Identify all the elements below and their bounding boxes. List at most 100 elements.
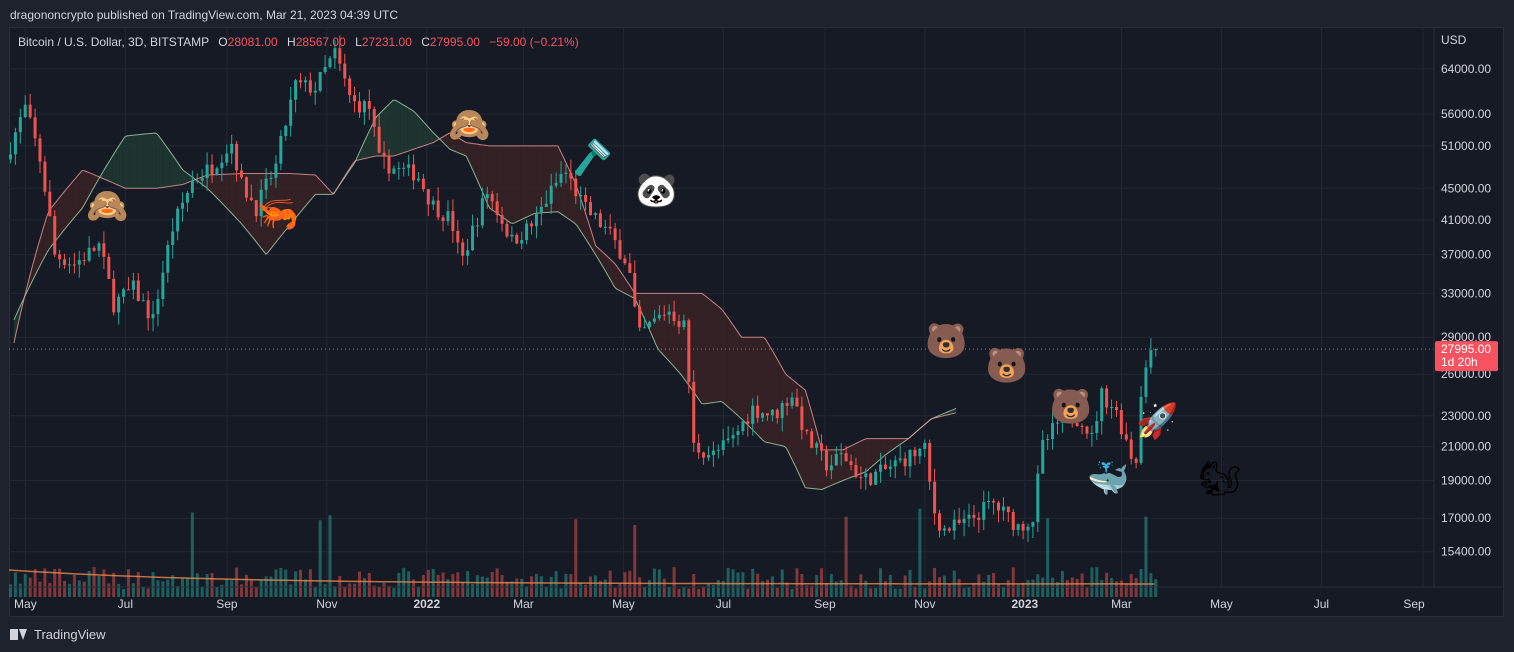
- tradingview-logo-icon: [10, 629, 28, 640]
- candle-body: [1046, 438, 1050, 441]
- candle-body: [67, 264, 71, 266]
- candle-body: [996, 502, 1000, 511]
- low-key: L: [355, 35, 362, 49]
- candle-body: [962, 518, 966, 524]
- candle-body: [908, 449, 912, 467]
- cloud-segment: [494, 145, 497, 214]
- cloud-segment: [777, 358, 780, 446]
- candle-body: [608, 226, 612, 229]
- volume-bar: [564, 574, 568, 597]
- cloud-segment: [393, 100, 396, 156]
- cloud-segment: [642, 293, 646, 321]
- cloud-segment: [159, 137, 163, 188]
- last-price-badge: [1435, 341, 1498, 372]
- cloud-segment: [546, 145, 549, 213]
- candle-body: [274, 163, 278, 178]
- razor-icon: 🪒: [571, 138, 613, 178]
- cloud-segment: [779, 362, 782, 446]
- volume-bar: [928, 581, 932, 597]
- volume-bar: [687, 588, 691, 597]
- candle-body: [38, 138, 42, 162]
- candle-body: [721, 440, 725, 450]
- cloud-segment: [291, 173, 295, 223]
- cloud-segment: [275, 173, 278, 243]
- volume-bar: [913, 586, 917, 597]
- candle-body: [564, 172, 568, 174]
- volume-bar: [1119, 580, 1123, 597]
- candle-body: [785, 403, 789, 406]
- candle-body: [687, 320, 691, 382]
- candle-body: [254, 200, 258, 217]
- high-key: H: [287, 35, 296, 49]
- cloud-segment: [715, 304, 719, 403]
- candle-body: [520, 240, 524, 244]
- volume-bar: [392, 588, 396, 597]
- cloud-segment: [390, 100, 394, 156]
- cloud-segment: [423, 122, 427, 146]
- volume-bar: [1016, 584, 1020, 597]
- cloud-segment: [760, 337, 763, 441]
- candle-body: [412, 164, 416, 181]
- cloud-segment: [802, 388, 806, 488]
- volume-bar: [869, 588, 873, 597]
- candle-body: [746, 421, 750, 424]
- candle-body: [534, 213, 538, 227]
- volume-bar: [972, 583, 976, 597]
- candle-body: [800, 406, 804, 430]
- candle-body: [603, 226, 607, 228]
- volume-bar: [1075, 578, 1079, 597]
- cloud-segment: [117, 144, 120, 186]
- volume-bar: [603, 579, 607, 597]
- cloud-segment: [313, 174, 316, 198]
- candle-body: [1016, 524, 1020, 530]
- volume-bar: [1011, 567, 1015, 597]
- candle-body: [1100, 388, 1104, 422]
- candle-body: [672, 311, 676, 322]
- cloud-segment: [381, 109, 384, 156]
- x-tick-label: Jul: [1314, 597, 1329, 611]
- cloud-segment: [305, 174, 309, 206]
- candle-body: [249, 197, 253, 201]
- cloud-segment: [866, 438, 869, 472]
- cloud-segment: [536, 145, 540, 214]
- cloud-segment: [864, 438, 867, 473]
- volume-bar: [933, 567, 937, 597]
- candle-body: [593, 213, 597, 216]
- volume-bar: [181, 578, 185, 597]
- candle-body: [761, 413, 765, 418]
- volume-bar: [942, 575, 946, 597]
- cloud-segment: [108, 159, 111, 182]
- volume-bar: [146, 588, 150, 597]
- candle-body: [1075, 423, 1079, 426]
- candle-body: [893, 460, 897, 467]
- candle-body: [957, 519, 961, 524]
- candle-body: [171, 231, 175, 245]
- candle-body: [810, 431, 814, 448]
- candle-body: [657, 314, 661, 319]
- volume-bar: [844, 516, 848, 597]
- cloud-segment: [39, 231, 43, 267]
- y-tick-label: 23000.00: [1441, 409, 1491, 423]
- candle-body: [913, 449, 917, 457]
- candle-body: [279, 136, 283, 164]
- candle-body: [146, 300, 150, 319]
- cloud-segment: [433, 132, 436, 143]
- cloud-segment: [475, 143, 478, 182]
- cloud-segment: [708, 298, 712, 404]
- cloud-segment: [188, 174, 191, 183]
- volume-bar: [736, 572, 740, 597]
- cloud-segment: [532, 145, 535, 215]
- volume-bar: [357, 571, 361, 597]
- volume-bar: [977, 574, 981, 597]
- tradingview-footer[interactable]: TradingView: [10, 627, 106, 642]
- chipmunk-icon: 🐿: [1198, 459, 1241, 499]
- price-chart[interactable]: 🙈 🦐 🙈 🪒 🐼 🐻 🐻 🐻 🐳🚀 🐿 USD 64000.00 56000.00 51000.00 45…: [9, 27, 1504, 617]
- price-axis: USD 64000.00 56000.00 51000.00 45000.00 41000…: [1433, 27, 1498, 587]
- volume-bar: [92, 567, 96, 597]
- cloud-segment: [162, 140, 165, 188]
- volume-bar: [824, 582, 828, 597]
- cloud-segment: [143, 133, 146, 189]
- cloud-segment: [169, 150, 172, 187]
- volume-bar: [520, 578, 524, 597]
- volume-bar: [122, 588, 126, 597]
